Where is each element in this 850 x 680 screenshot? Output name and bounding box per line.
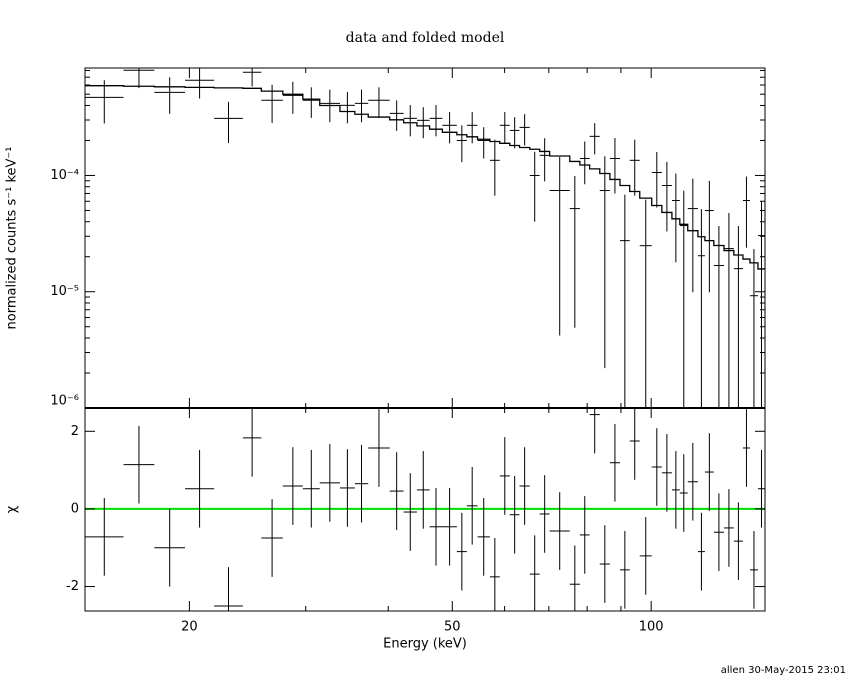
plot-area bbox=[85, 408, 765, 611]
y-tick-label: 10⁻⁵ bbox=[50, 284, 79, 299]
y-tick-label: 10⁻⁴ bbox=[50, 168, 79, 183]
y-tick-label: 10⁻⁶ bbox=[50, 394, 79, 409]
footnote: allen 30-May-2015 23:01 bbox=[721, 665, 846, 676]
y-axis-label: χ bbox=[5, 505, 20, 513]
x-tick-label: 20 bbox=[181, 620, 198, 635]
y-tick-label: -2 bbox=[66, 579, 79, 594]
y-axis-label: normalized counts s⁻¹ keV⁻¹ bbox=[5, 147, 20, 330]
y-tick-label: 2 bbox=[71, 424, 79, 439]
plot-area bbox=[85, 68, 765, 408]
x-tick-label: 50 bbox=[444, 620, 461, 635]
x-axis-label: Energy (keV) bbox=[383, 637, 467, 652]
x-tick-label: 100 bbox=[639, 620, 664, 635]
model-line bbox=[85, 85, 765, 270]
y-tick-label: 0 bbox=[71, 501, 79, 516]
chart-title: data and folded model bbox=[346, 30, 505, 46]
